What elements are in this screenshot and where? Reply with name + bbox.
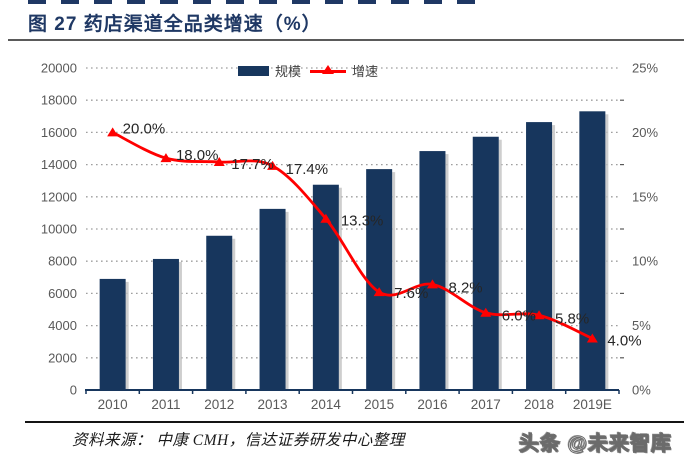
data-label: 5.8% — [555, 310, 589, 327]
growth-line — [111, 131, 594, 340]
line-marker-icon — [426, 279, 438, 289]
category-label: 2012 — [204, 397, 234, 412]
title-divider — [8, 39, 684, 41]
data-label: 17.7% — [231, 156, 274, 173]
bar — [526, 122, 553, 390]
bar — [259, 208, 286, 390]
data-label: 6.0% — [502, 308, 536, 325]
footer-divider — [25, 421, 684, 423]
bar-shadow — [445, 154, 449, 390]
right-axis-label: 0% — [632, 383, 651, 398]
chart-area: 0 2000 4000 6000 8000 10000 12000 14000 16000 180… — [0, 50, 684, 418]
left-axis-label: 4000 — [48, 318, 77, 333]
category-label: 2016 — [417, 397, 447, 412]
line-series-swatch-icon — [310, 64, 347, 76]
left-axis-label: 2000 — [48, 350, 77, 365]
bar-shadow — [125, 281, 129, 390]
bar-series-swatch-icon — [238, 65, 269, 76]
source-note: 资料来源： 中康 CMH，信达证券研发中心整理 — [72, 432, 405, 449]
bar-shadow — [392, 172, 396, 390]
bar — [579, 111, 606, 391]
line-marker-icon — [480, 307, 492, 317]
chart-title: 图 27 药店渠道全品类增速（%） — [28, 14, 322, 35]
bar — [472, 136, 499, 390]
category-label: 2019E — [573, 397, 612, 412]
line-marker-icon — [107, 127, 119, 137]
bar — [419, 151, 446, 390]
cropped-previous-line-artifact — [28, 0, 490, 4]
bar-shadow — [232, 238, 236, 390]
left-axis-label: 6000 — [48, 286, 77, 301]
right-axis-label: 10% — [632, 254, 658, 269]
bar-shadow — [605, 114, 609, 391]
category-label: 2015 — [364, 397, 394, 412]
line-marker-icon — [586, 333, 598, 343]
left-axis-label: 18000 — [41, 93, 77, 108]
bar-shadow — [285, 211, 289, 390]
category-label: 2017 — [471, 397, 501, 412]
legend-label-bar: 规模 — [275, 64, 302, 79]
left-axis-label: 8000 — [48, 254, 77, 269]
watermark-text: 头条 @未来智库 — [518, 433, 672, 456]
data-label: 20.0% — [123, 120, 166, 137]
right-axis-label: 20% — [632, 125, 658, 140]
bar — [99, 278, 126, 390]
legend-item-line-series: 增速 — [310, 61, 378, 80]
line-marker-icon — [267, 160, 279, 170]
data-label: 18.0% — [176, 147, 219, 164]
bar — [366, 169, 393, 390]
left-axis-label: 16000 — [41, 125, 77, 140]
chart-svg: 0 2000 4000 6000 8000 10000 12000 14000 16000 180… — [41, 61, 659, 413]
data-label: 13.3% — [341, 213, 384, 230]
bar-shadow — [178, 261, 182, 390]
right-axis-label: 5% — [632, 318, 651, 333]
right-axis-label: 25% — [632, 61, 658, 76]
bar — [206, 235, 233, 390]
data-label: 4.0% — [607, 332, 641, 349]
left-axis-label: 10000 — [41, 222, 77, 237]
bar-shadow — [552, 125, 556, 390]
bar-shadow — [338, 187, 342, 390]
left-axis-label: 0 — [70, 383, 77, 398]
line-marker-icon — [533, 310, 545, 320]
bar-shadow — [498, 139, 502, 390]
data-label: 17.4% — [286, 161, 329, 178]
category-label: 2011 — [151, 397, 180, 412]
category-label: 2010 — [98, 397, 128, 412]
left-axis-label: 20000 — [41, 61, 77, 76]
chart-legend: 规模 增速 — [238, 61, 378, 80]
legend-label-line: 增速 — [352, 64, 379, 79]
bar — [152, 258, 179, 390]
left-axis-label: 12000 — [41, 189, 77, 204]
data-label: 8.2% — [448, 279, 482, 296]
line-marker-icon — [213, 157, 225, 167]
line-marker-icon — [320, 213, 332, 223]
left-axis-label: 14000 — [41, 157, 77, 172]
line-marker-icon — [373, 287, 385, 297]
legend-item-bar-series: 规模 — [238, 61, 301, 80]
right-axis-label: 15% — [632, 189, 658, 204]
category-label: 2014 — [311, 397, 342, 412]
data-label: 7.6% — [394, 285, 428, 302]
category-label: 2018 — [524, 397, 554, 412]
category-label: 2013 — [258, 397, 288, 412]
line-marker-icon — [160, 153, 172, 163]
